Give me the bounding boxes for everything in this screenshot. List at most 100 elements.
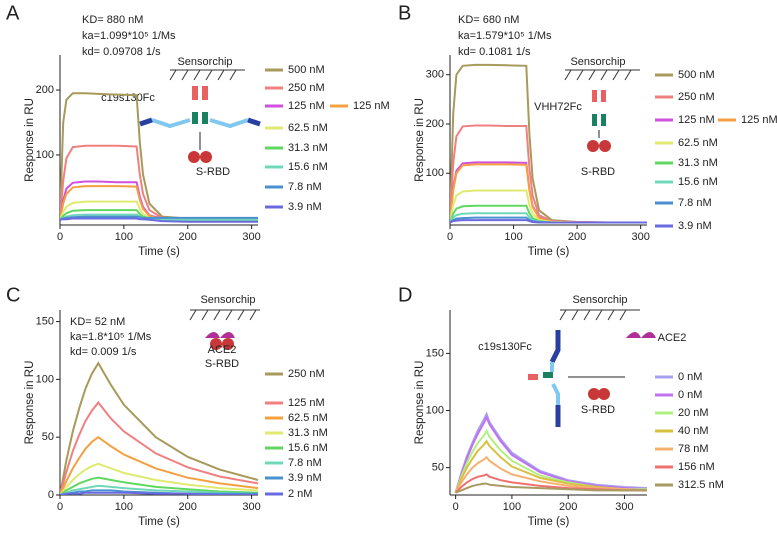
panel-letter: B <box>398 2 411 24</box>
legend-label: 156 nM <box>678 461 715 473</box>
kinetics-annotation: kd= 0.09708 1/s <box>82 46 161 58</box>
series-line <box>60 144 258 221</box>
kinetics-annotation: ka=1.579*10⁵ 1/Ms <box>458 30 552 42</box>
panel-letter: D <box>398 284 412 306</box>
x-tick-label: 200 <box>568 231 586 243</box>
kinetics-annotation: KD= 680 nM <box>458 14 519 26</box>
legend-label: 40 nM <box>678 425 709 437</box>
legend-label: 0 nM <box>678 371 702 383</box>
diagram-label: VHH72Fc <box>534 101 582 113</box>
x-tick-label: 0 <box>57 231 63 243</box>
legend-label: 500 nM <box>678 69 715 81</box>
diagram-label: ACE2 <box>658 332 687 344</box>
plot-area <box>454 411 648 494</box>
diagram-label: Sensorchip <box>200 294 255 306</box>
legend-label: 3.9 nM <box>678 220 712 232</box>
legend-label: 3.9 nM <box>288 472 322 484</box>
legend-label: 7.8 nM <box>678 197 712 209</box>
legend-label: 125 nM <box>741 114 777 126</box>
legend-label: 62.5 nM <box>288 122 328 134</box>
legend-label: 250 nM <box>288 82 325 94</box>
x-tick-label: 100 <box>503 501 521 513</box>
x-axis-title: Time (s) <box>528 516 570 528</box>
series-line <box>60 462 259 495</box>
series-line <box>60 435 259 495</box>
plot-area <box>450 63 647 224</box>
y-tick-label: 50 <box>42 431 54 443</box>
legend-label: 250 nM <box>678 91 715 103</box>
x-tick-label: 300 <box>631 231 649 243</box>
kinetics-annotation: kd= 0.009 1/s <box>70 346 137 358</box>
x-tick-label: 0 <box>447 231 453 243</box>
x-axis-title: Time (s) <box>138 516 180 528</box>
x-axis-title: Time (s) <box>528 246 570 258</box>
x-tick-label: 300 <box>242 231 260 243</box>
x-tick-label: 300 <box>615 501 633 513</box>
legend-label: 3.9 nM <box>288 201 322 213</box>
x-tick-label: 300 <box>242 501 260 513</box>
y-axis-title: Response in RU <box>24 361 36 445</box>
legend-label: 78 nM <box>678 443 709 455</box>
series-line <box>450 63 647 224</box>
y-tick-label: 150 <box>426 347 444 359</box>
legend-label: 250 nM <box>288 368 325 380</box>
y-tick-label: 100 <box>426 167 444 179</box>
schematic-d <box>528 309 656 427</box>
series-line <box>60 213 258 221</box>
x-tick-label: 100 <box>504 231 522 243</box>
legend-label: 2 nM <box>288 488 312 500</box>
diagram-label: S-RBD <box>581 166 615 178</box>
series-line <box>60 491 258 495</box>
series-line <box>455 482 647 494</box>
kinetics-annotation: KD= 880 nM <box>82 14 143 26</box>
x-tick-label: 0 <box>57 501 63 513</box>
x-tick-label: 200 <box>179 501 197 513</box>
y-tick-label: 100 <box>36 373 54 385</box>
plot-area <box>60 361 259 495</box>
legend-label: 15.6 nM <box>288 442 328 454</box>
y-tick-label: 50 <box>432 461 444 473</box>
y-tick-label: 100 <box>36 149 54 161</box>
y-axis-title: Response in RU <box>24 98 36 182</box>
y-tick-label: 300 <box>426 69 444 81</box>
legend-label: 125 nM <box>288 397 325 409</box>
diagram-label: S-RBD <box>196 166 230 178</box>
legend-label: 7.8 nM <box>288 457 322 469</box>
legend-label: 0 nM <box>678 389 702 401</box>
series-line <box>60 215 258 221</box>
x-tick-label: 100 <box>115 501 133 513</box>
legend-label: 31.3 nM <box>678 157 718 169</box>
kinetics-annotation: ka=1.099*10⁵ 1/Ms <box>82 30 176 42</box>
y-tick-label: 0 <box>48 489 54 501</box>
legend-label: 500 nM <box>288 64 325 76</box>
legend-label: 15.6 nM <box>678 176 718 188</box>
diagram-label: Sensorchip <box>572 294 627 306</box>
series-line <box>60 361 259 495</box>
series-line <box>60 400 259 495</box>
series-line <box>454 439 648 494</box>
x-tick-label: 200 <box>179 231 197 243</box>
diagram-label: ACE2 <box>208 344 237 356</box>
x-tick-label: 100 <box>115 231 133 243</box>
y-axis-title: Response in RU <box>414 98 426 182</box>
series-line <box>454 414 648 493</box>
series-line <box>60 476 259 495</box>
panel-letter: A <box>6 2 20 24</box>
y-tick-label: 150 <box>36 315 54 327</box>
series-line <box>454 473 647 494</box>
series-line <box>450 124 647 224</box>
diagram-label: Sensorchip <box>177 56 232 68</box>
diagram-label: S-RBD <box>581 404 615 416</box>
legend-label: 31.3 nM <box>288 142 328 154</box>
x-tick-label: 0 <box>453 501 459 513</box>
legend-label: 125 nM <box>678 114 715 126</box>
kinetics-annotation: KD= 52 nM <box>70 316 125 328</box>
diagram-label: Sensorchip <box>570 56 625 68</box>
legend-label: 15.6 nM <box>288 161 328 173</box>
series-line <box>60 217 258 223</box>
schematic-b <box>564 69 640 152</box>
legend-label: 62.5 nM <box>678 137 718 149</box>
x-tick-label: 200 <box>559 501 577 513</box>
schematic-a <box>139 69 261 163</box>
schematic-c <box>189 309 260 350</box>
